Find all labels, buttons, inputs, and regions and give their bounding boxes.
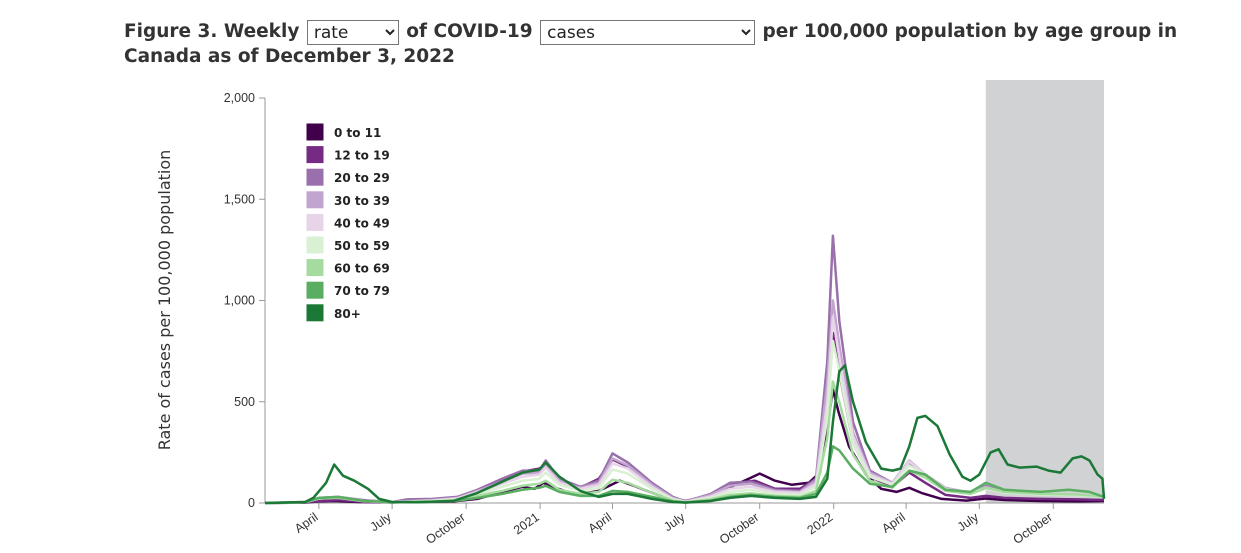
legend-swatch[interactable] (305, 145, 325, 165)
x-tick-label: July (368, 510, 395, 535)
x-tick-label: July (955, 510, 982, 535)
shaded-period-band (985, 80, 1104, 503)
heading-middle: of COVID-19 (406, 21, 533, 42)
y-tick-label: 1,000 (224, 294, 255, 308)
legend-label[interactable]: 50 to 59 (334, 239, 390, 253)
legend: 0 to 11 12 to 19 20 to 29 30 to 39 40 to 49 5… (305, 122, 390, 323)
legend-swatch[interactable] (305, 258, 325, 278)
y-tick-label: 1,500 (224, 192, 255, 206)
legend-label[interactable]: 70 to 79 (334, 284, 390, 298)
legend-swatch[interactable] (305, 303, 325, 323)
y-tick-label: 2,000 (224, 91, 255, 105)
x-tick-label: 2021 (511, 510, 542, 537)
series-line-12-to-19[interactable] (264, 331, 1105, 505)
legend-label[interactable]: 60 to 69 (334, 262, 390, 276)
legend-swatch[interactable] (305, 212, 325, 232)
series-line-80-[interactable] (264, 364, 1106, 505)
metric-select[interactable]: cases (540, 20, 756, 45)
x-tick-label: April (879, 510, 908, 536)
measure-select[interactable]: rate (306, 20, 399, 45)
y-tick-label: 500 (234, 395, 255, 409)
legend-label[interactable]: 20 to 29 (334, 171, 390, 185)
series-line-30-to-39[interactable] (264, 299, 1105, 505)
series-lines-layer (264, 234, 1106, 505)
legend-swatch[interactable] (305, 235, 325, 255)
y-axis-title: Rate of cases per 100,000 population (155, 150, 174, 451)
x-tick-label: July (661, 510, 688, 535)
legend-swatch[interactable] (305, 190, 325, 210)
legend-label[interactable]: 80+ (334, 307, 361, 321)
heading-prefix: Figure 3. Weekly (124, 21, 300, 42)
y-tick-label: 0 (248, 496, 255, 510)
legend-label[interactable]: 0 to 11 (334, 126, 381, 140)
x-tick-label: October (717, 510, 761, 547)
legend-label[interactable]: 12 to 19 (334, 149, 390, 163)
x-tick-label: April (292, 510, 321, 536)
series-line-50-to-59[interactable] (264, 339, 1105, 505)
series-line-20-to-29[interactable] (264, 234, 1105, 505)
legend-swatch[interactable] (305, 167, 325, 187)
legend-label[interactable]: 30 to 39 (334, 194, 390, 208)
series-line-60-to-69[interactable] (264, 380, 1105, 505)
x-tick-label: October (423, 510, 467, 547)
shaded-band-layer (985, 80, 1104, 503)
x-tick-label: October (1011, 510, 1055, 547)
x-tick-label: April (586, 510, 615, 536)
heading-suffix: per 100,000 population by age group in C… (124, 21, 1178, 67)
legend-swatch[interactable] (305, 122, 325, 142)
legend-swatch[interactable] (305, 280, 325, 300)
legend-label[interactable]: 40 to 49 (334, 216, 390, 230)
figure-heading: Figure 3. Weekly rate of COVID-19 cases … (124, 20, 1184, 68)
x-tick-label: 2022 (805, 510, 836, 537)
